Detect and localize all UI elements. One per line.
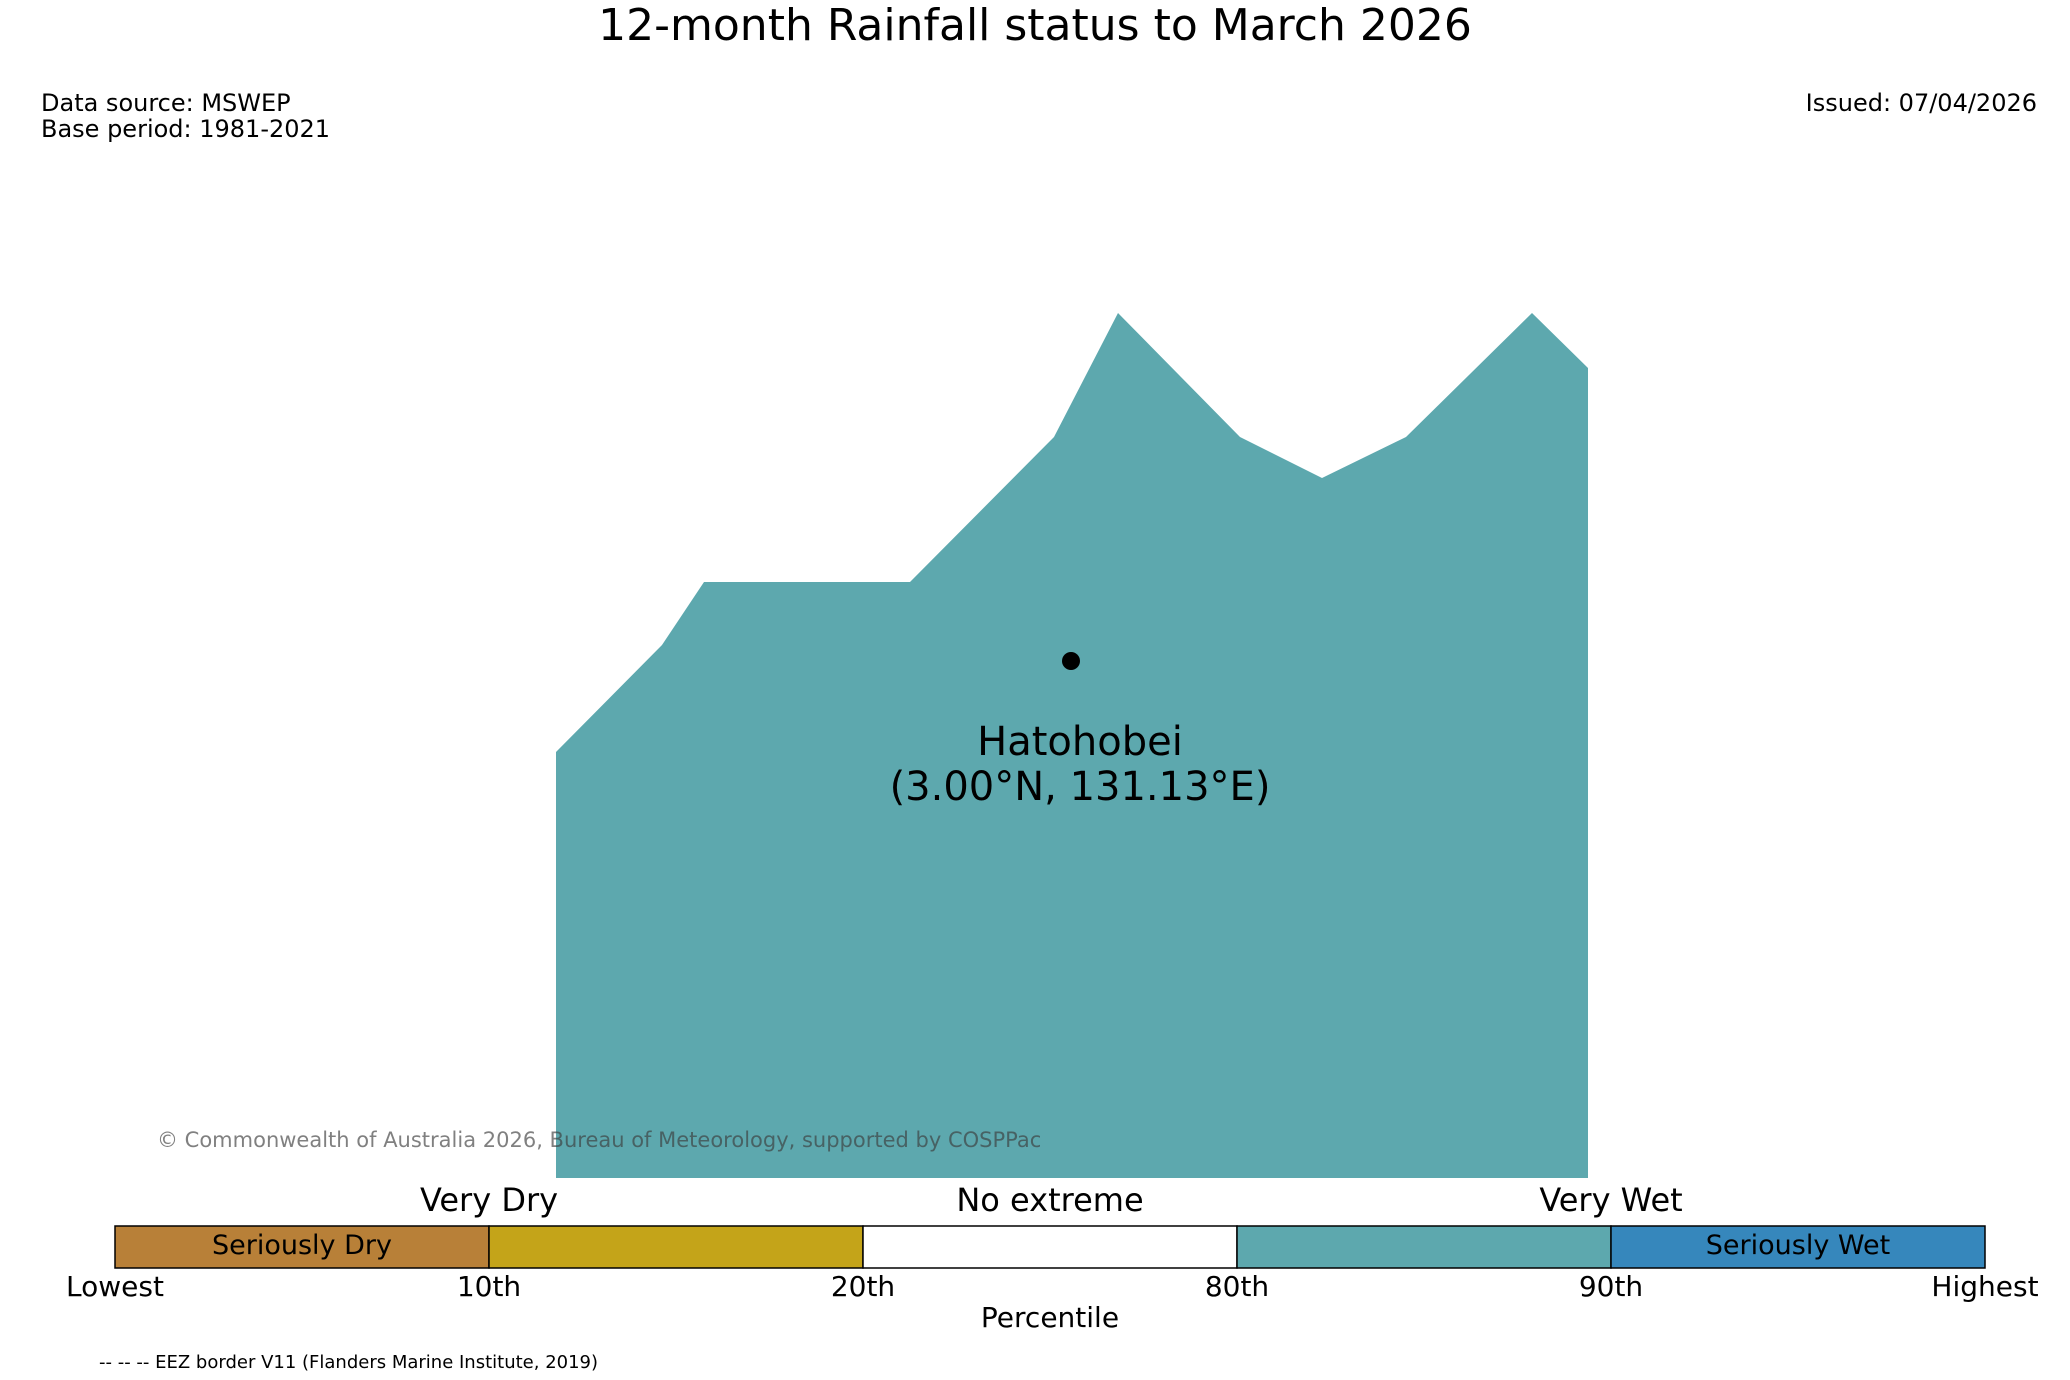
legend-tick-20th: 20th: [830, 1270, 896, 1303]
legend-tick-80th: 80th: [1204, 1270, 1270, 1303]
legend-tick-10th: 10th: [456, 1270, 522, 1303]
eez-footnote: -- -- -- EEZ border V11 (Flanders Marine…: [99, 1352, 599, 1373]
station-name: Hatohobei: [977, 719, 1183, 765]
copyright-notice: © Commonwealth of Australia 2026, Bureau…: [157, 1128, 1042, 1152]
legend-seg-0: [114, 1225, 490, 1269]
legend-tick-90th: 90th: [1578, 1270, 1644, 1303]
legend-seg-2: [862, 1225, 1238, 1269]
legend-seg-label-seriously-wet: Seriously Wet: [1705, 1230, 1891, 1261]
legend-tick-lowest: Lowest: [66, 1270, 164, 1303]
legend-category-very-dry: Very Dry: [419, 1181, 559, 1219]
station-coords: (3.00°N, 131.13°E): [889, 764, 1271, 810]
station-marker: [1062, 652, 1080, 670]
issued-date: Issued: 07/04/2026: [1805, 89, 2037, 117]
rainfall-region: [556, 313, 1588, 1178]
base-period: Base period: 1981-2021: [41, 115, 331, 143]
legend-category-very-wet: Very Wet: [1539, 1181, 1683, 1219]
station-label: Hatohobei (3.00°N, 131.13°E): [860, 720, 1300, 810]
data-info: Data source: MSWEP Base period: 1981-202…: [41, 90, 330, 142]
legend-seg-4: [1610, 1225, 1986, 1269]
legend-xlabel: Percentile: [980, 1301, 1120, 1334]
legend-seg-1: [488, 1225, 864, 1269]
legend-colorbar: [114, 1225, 1986, 1269]
legend-seg-label-seriously-dry: Seriously Dry: [212, 1230, 392, 1261]
data-source: Data source: MSWEP: [41, 89, 291, 117]
legend-seg-3: [1236, 1225, 1612, 1269]
legend-category-no-extreme: No extreme: [956, 1181, 1144, 1219]
map-title: 12-month Rainfall status to March 2026: [598, 0, 1472, 51]
legend-tick-highest: Highest: [1931, 1270, 2039, 1303]
